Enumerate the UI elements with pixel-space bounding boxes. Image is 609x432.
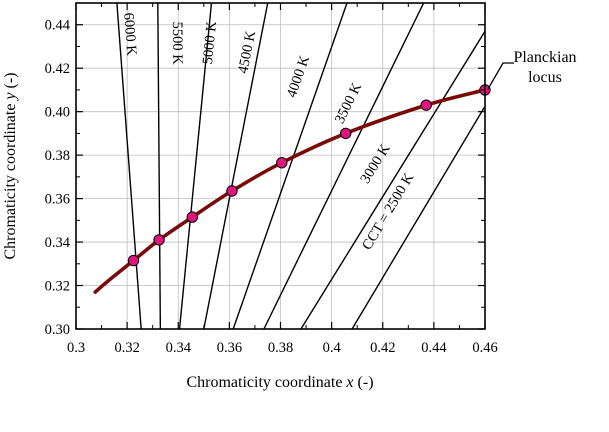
isotemperature-label: 3000 K xyxy=(357,141,394,187)
x-axis-title: Chromaticity coordinate x (-) xyxy=(186,374,373,391)
y-tick-label: 0.40 xyxy=(45,105,70,121)
isotemperature-line xyxy=(232,3,348,329)
planckian-locus xyxy=(93,84,491,294)
y-tick-label: 0.36 xyxy=(45,192,70,208)
y-axis-title: Chromaticity coordinate y (-) xyxy=(2,72,19,259)
x-tick-label: 0.34 xyxy=(166,340,192,356)
y-tick-label: 0.42 xyxy=(45,61,70,77)
locus-point xyxy=(276,157,288,169)
locus-point xyxy=(226,185,238,197)
isotemperature-line xyxy=(116,3,142,329)
y-tick-label: 0.32 xyxy=(45,279,70,295)
axis-ticks: 0.3 0.32 0.34 0.36 0.38 0.4 0.42 0.44 0.46 0.30 0.… xyxy=(45,3,498,356)
planckian-locus-curve xyxy=(93,88,487,294)
x-tick-label: 0.3 xyxy=(67,340,85,356)
planckian-locus-leader-line xyxy=(487,62,514,90)
isotemperature-line xyxy=(178,3,213,329)
x-tick-label: 0.32 xyxy=(114,340,139,356)
locus-point xyxy=(420,99,432,111)
x-tick-label: 0.4 xyxy=(323,340,342,356)
x-tick-label: 0.44 xyxy=(421,340,447,356)
isotemperature-label: 5500 K xyxy=(169,22,185,66)
annotations: Planckian locus xyxy=(487,49,577,90)
locus-point xyxy=(153,234,165,246)
isotemperature-line xyxy=(263,3,425,329)
isotemperature-line xyxy=(300,30,485,329)
isotemperature-label: 6000 K xyxy=(120,12,139,57)
y-tick-label: 0.38 xyxy=(45,148,70,164)
planckian-locus-label-line2: locus xyxy=(528,69,562,86)
x-tick-label: 0.36 xyxy=(217,340,242,356)
isotemperature-line xyxy=(203,3,269,329)
isotemperature-line xyxy=(351,105,485,329)
isotemperature-label: 3500 K xyxy=(332,80,366,126)
x-tick-label: 0.42 xyxy=(370,340,395,356)
x-tick-label: 0.46 xyxy=(472,340,497,356)
isotemperature-lines xyxy=(116,3,485,329)
x-tick-label: 0.38 xyxy=(268,340,293,356)
grid xyxy=(75,3,486,330)
isotemperature-line xyxy=(157,3,162,329)
locus-point xyxy=(186,211,199,223)
locus-point xyxy=(339,127,352,140)
locus-point xyxy=(127,254,140,267)
y-tick-label: 0.30 xyxy=(45,322,70,338)
y-tick-label: 0.34 xyxy=(45,235,71,251)
isotemperature-label: 5000 K xyxy=(200,20,220,65)
isotemperature-label: 4000 K xyxy=(284,53,313,99)
y-tick-label: 0.44 xyxy=(45,18,71,34)
planckian-locus-label: Planckian xyxy=(513,49,576,66)
